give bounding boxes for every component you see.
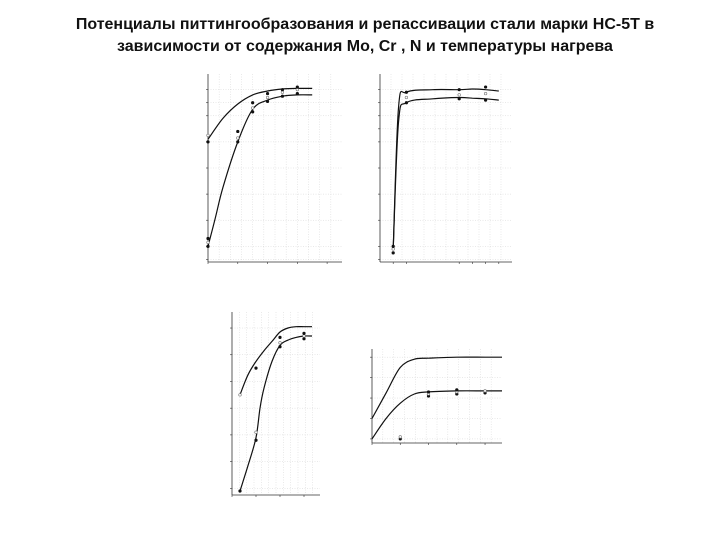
- data-point: [398, 435, 402, 439]
- data-point: [457, 97, 461, 101]
- data-point: [302, 337, 306, 341]
- data-point: [295, 88, 299, 92]
- data-point: [278, 341, 282, 345]
- data-point: [404, 95, 408, 100]
- chart-mo: [206, 74, 342, 264]
- data-point: [391, 251, 395, 255]
- data-point: [236, 136, 240, 140]
- data-point: [238, 393, 242, 397]
- data-point: [254, 438, 258, 442]
- data-point: [295, 85, 299, 89]
- plot-area: [208, 74, 342, 262]
- data-point: [265, 91, 270, 96]
- data-point: [457, 93, 461, 97]
- series-line: [239, 335, 313, 492]
- data-point: [295, 91, 299, 96]
- chart-temp: [370, 349, 503, 445]
- data-point: [251, 110, 255, 114]
- data-point: [278, 335, 282, 339]
- slide-title: Потенциалы питтингообразования и репасси…: [20, 14, 710, 58]
- title-line-2: зависимости от содержания Mo, Cr , N и т…: [117, 38, 613, 55]
- data-point: [265, 95, 270, 100]
- data-point: [484, 91, 488, 96]
- data-point: [206, 133, 210, 137]
- data-point: [280, 90, 285, 94]
- series-line: [392, 88, 499, 249]
- data-point: [278, 345, 282, 349]
- data-point: [265, 99, 270, 104]
- series-line: [207, 87, 313, 140]
- data-point: [254, 366, 258, 370]
- data-point: [426, 390, 431, 394]
- data-point: [236, 140, 240, 144]
- data-point: [251, 101, 255, 105]
- data-point: [206, 244, 210, 248]
- data-point: [484, 85, 488, 89]
- data-point: [254, 430, 258, 434]
- data-point: [455, 388, 459, 392]
- data-point: [483, 389, 487, 393]
- data-point: [484, 98, 488, 102]
- data-point: [391, 244, 395, 248]
- data-point: [404, 90, 408, 94]
- data-point: [302, 334, 306, 338]
- data-point: [236, 129, 240, 134]
- series-line: [371, 390, 503, 440]
- data-point: [251, 106, 255, 110]
- chart-cr: [230, 312, 320, 497]
- series-line: [392, 96, 499, 249]
- data-point: [206, 236, 210, 241]
- plot-area: [372, 349, 502, 443]
- data-point: [206, 240, 210, 245]
- title-line-1: Потенциалы питтингообразования и репасси…: [75, 16, 655, 33]
- series-line: [239, 326, 312, 396]
- data-point: [457, 88, 461, 92]
- chart-n: [378, 74, 512, 264]
- data-point: [206, 140, 210, 144]
- data-point: [404, 101, 408, 105]
- data-point: [280, 88, 285, 92]
- series-line: [371, 356, 502, 419]
- data-point: [302, 331, 306, 335]
- data-point: [280, 94, 285, 98]
- data-point: [238, 489, 242, 493]
- data-point: [391, 247, 395, 251]
